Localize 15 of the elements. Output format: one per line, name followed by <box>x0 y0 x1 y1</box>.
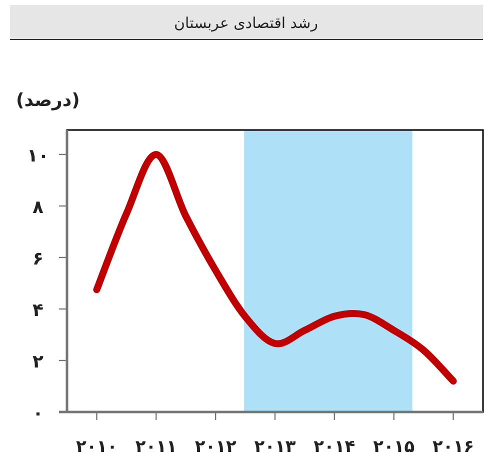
x-tick-label: ۲۰۱۳ <box>254 437 296 457</box>
x-tick-label: ۲۰۱۵ <box>373 437 415 457</box>
y-tick-label: ۱۰ <box>27 145 49 166</box>
y-tick-label: ۲ <box>32 351 44 372</box>
y-tick-label: ۴ <box>32 300 44 321</box>
y-tick-label: ۰ <box>32 403 44 424</box>
x-tick-label: ۲۰۱۲ <box>194 437 237 457</box>
x-tick-label: ۲۰۱۱ <box>135 437 177 457</box>
chart-title: رشد اقتصادی عربستان <box>174 14 318 32</box>
y-tick-label: ۶ <box>32 248 44 270</box>
y-axis-title: (درصد) <box>16 90 80 111</box>
x-tick-label: ۲۰۱۰ <box>76 437 118 457</box>
x-tick-label: ۲۰۱۶ <box>432 437 474 457</box>
y-tick-label: ۸ <box>32 196 44 218</box>
x-tick-label: ۲۰۱۴ <box>314 437 356 457</box>
